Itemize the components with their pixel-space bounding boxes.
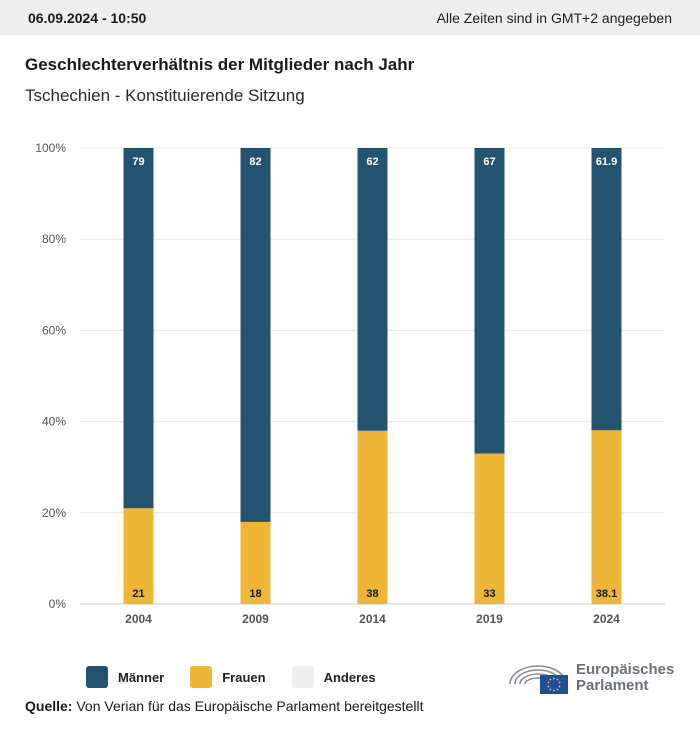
bar-men [591, 148, 622, 431]
logo-text: Europäisches Parlament [576, 662, 674, 694]
bar-men [474, 148, 505, 454]
parliament-logo-icon [509, 665, 568, 694]
x-tick-label: 2004 [125, 612, 152, 626]
ep-logo: Europäisches Parlament [506, 660, 674, 696]
x-tick-label: 2014 [359, 612, 386, 626]
bar-women [123, 508, 154, 604]
legend-label-other: Anderes [323, 669, 376, 685]
legend-swatch-women [190, 666, 213, 688]
bar-chart: 0% 20% 40% 60% 80% 100% 21 79 2004 18 82 2009 38 62 20… [35, 141, 665, 626]
legend-swatch-other [291, 666, 314, 688]
bar-women [240, 521, 271, 604]
data-label: 21 [132, 588, 144, 600]
data-label: 38.1 [596, 588, 617, 600]
bar-women [591, 430, 622, 604]
x-tick-label: 2009 [242, 612, 269, 626]
y-tick-label: 0% [49, 597, 67, 611]
legend-item-other: Anderes [291, 666, 376, 688]
data-label: 62 [366, 156, 378, 168]
data-label: 79 [132, 156, 144, 168]
logo-line-1: Europäisches [576, 661, 675, 678]
data-label: 61.9 [596, 156, 617, 168]
chart-title: Geschlechterverhältnis der Mitglieder na… [25, 55, 415, 74]
data-label: 67 [483, 156, 495, 168]
data-label: 38 [366, 588, 378, 600]
data-label: 33 [483, 588, 495, 600]
x-tick-label: 2024 [593, 612, 620, 626]
chart-subtitle: Tschechien - Konstituierende Sitzung [25, 86, 305, 105]
legend-label-men: Männer [118, 669, 165, 685]
y-tick-label: 40% [42, 415, 66, 429]
bar-men [240, 148, 271, 522]
bar-women [474, 453, 505, 604]
source-note: Quelle: Von Verian für das Europäische P… [25, 698, 423, 714]
logo-line-2: Parlament [576, 677, 649, 694]
data-label: 18 [249, 588, 261, 600]
legend-swatch-men [86, 666, 108, 688]
x-tick-label: 2019 [476, 612, 503, 626]
timestamp: 06.09.2024 - 10:50 [28, 9, 147, 26]
bar-men [357, 148, 388, 431]
data-label: 82 [249, 156, 261, 168]
legend-label-women: Frauen [222, 669, 266, 685]
source-text: Von Verian für das Europäische Parlament… [76, 698, 424, 714]
bar-men [123, 148, 154, 509]
source-label: Quelle: [25, 698, 73, 714]
timezone-note: Alle Zeiten sind in GMT+2 angegeben [436, 9, 672, 26]
y-tick-label: 60% [42, 323, 66, 337]
top-bar: 06.09.2024 - 10:50 Alle Zeiten sind in G… [0, 0, 700, 35]
y-tick-label: 100% [35, 141, 66, 155]
legend-item-women: Frauen [190, 666, 266, 688]
legend-item-men: Männer [86, 666, 164, 688]
y-tick-label: 20% [42, 506, 66, 520]
y-tick-label: 80% [42, 232, 66, 246]
legend: Männer Frauen Anderes [86, 666, 402, 688]
bar-women [357, 430, 388, 604]
